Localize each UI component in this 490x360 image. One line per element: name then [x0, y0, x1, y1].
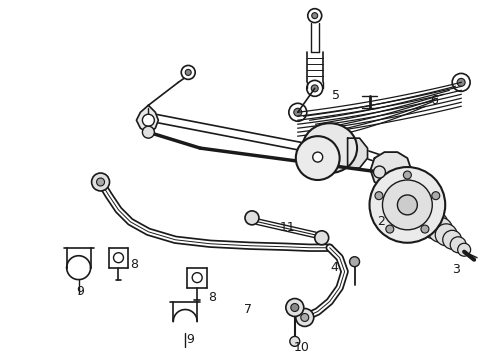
Text: 7: 7 [244, 303, 252, 316]
Circle shape [296, 309, 314, 327]
Circle shape [421, 225, 429, 233]
Circle shape [143, 126, 154, 138]
Circle shape [296, 136, 340, 180]
Text: 10: 10 [294, 341, 310, 354]
Circle shape [308, 9, 322, 23]
Circle shape [435, 224, 457, 246]
Circle shape [432, 192, 440, 200]
Circle shape [245, 211, 259, 225]
Circle shape [386, 225, 394, 233]
Circle shape [349, 257, 360, 267]
Circle shape [307, 80, 323, 96]
Text: 8: 8 [130, 258, 139, 271]
Text: 6: 6 [430, 94, 438, 107]
Circle shape [403, 171, 412, 179]
Text: 11: 11 [280, 221, 295, 234]
Ellipse shape [302, 123, 357, 173]
Circle shape [97, 178, 104, 186]
Polygon shape [346, 144, 391, 166]
Circle shape [301, 314, 309, 321]
Polygon shape [154, 114, 311, 152]
Circle shape [373, 166, 386, 178]
Polygon shape [370, 152, 412, 188]
Circle shape [192, 273, 202, 283]
Circle shape [291, 303, 299, 311]
Circle shape [290, 336, 300, 346]
Text: 4: 4 [331, 261, 339, 274]
Text: 8: 8 [208, 291, 216, 304]
Circle shape [114, 253, 123, 263]
Circle shape [185, 69, 191, 75]
Text: 9: 9 [77, 285, 85, 298]
Circle shape [443, 230, 462, 249]
Text: 2: 2 [377, 215, 386, 228]
Circle shape [313, 152, 323, 162]
Circle shape [315, 231, 329, 245]
Circle shape [420, 211, 448, 239]
Circle shape [383, 180, 432, 230]
Circle shape [458, 243, 470, 256]
Polygon shape [136, 105, 158, 133]
Circle shape [181, 66, 195, 80]
Circle shape [375, 192, 383, 200]
Circle shape [294, 108, 302, 116]
Circle shape [450, 237, 466, 253]
Text: 9: 9 [186, 333, 194, 346]
Circle shape [311, 85, 318, 92]
Circle shape [452, 73, 470, 91]
Circle shape [428, 217, 453, 242]
Circle shape [397, 195, 417, 215]
Polygon shape [347, 138, 368, 168]
Circle shape [92, 173, 110, 191]
Circle shape [312, 13, 318, 19]
Circle shape [289, 103, 307, 121]
Text: 5: 5 [332, 89, 340, 102]
Text: 3: 3 [452, 263, 460, 276]
Circle shape [286, 298, 304, 316]
Circle shape [457, 78, 465, 86]
Circle shape [369, 167, 445, 243]
Circle shape [143, 114, 154, 126]
